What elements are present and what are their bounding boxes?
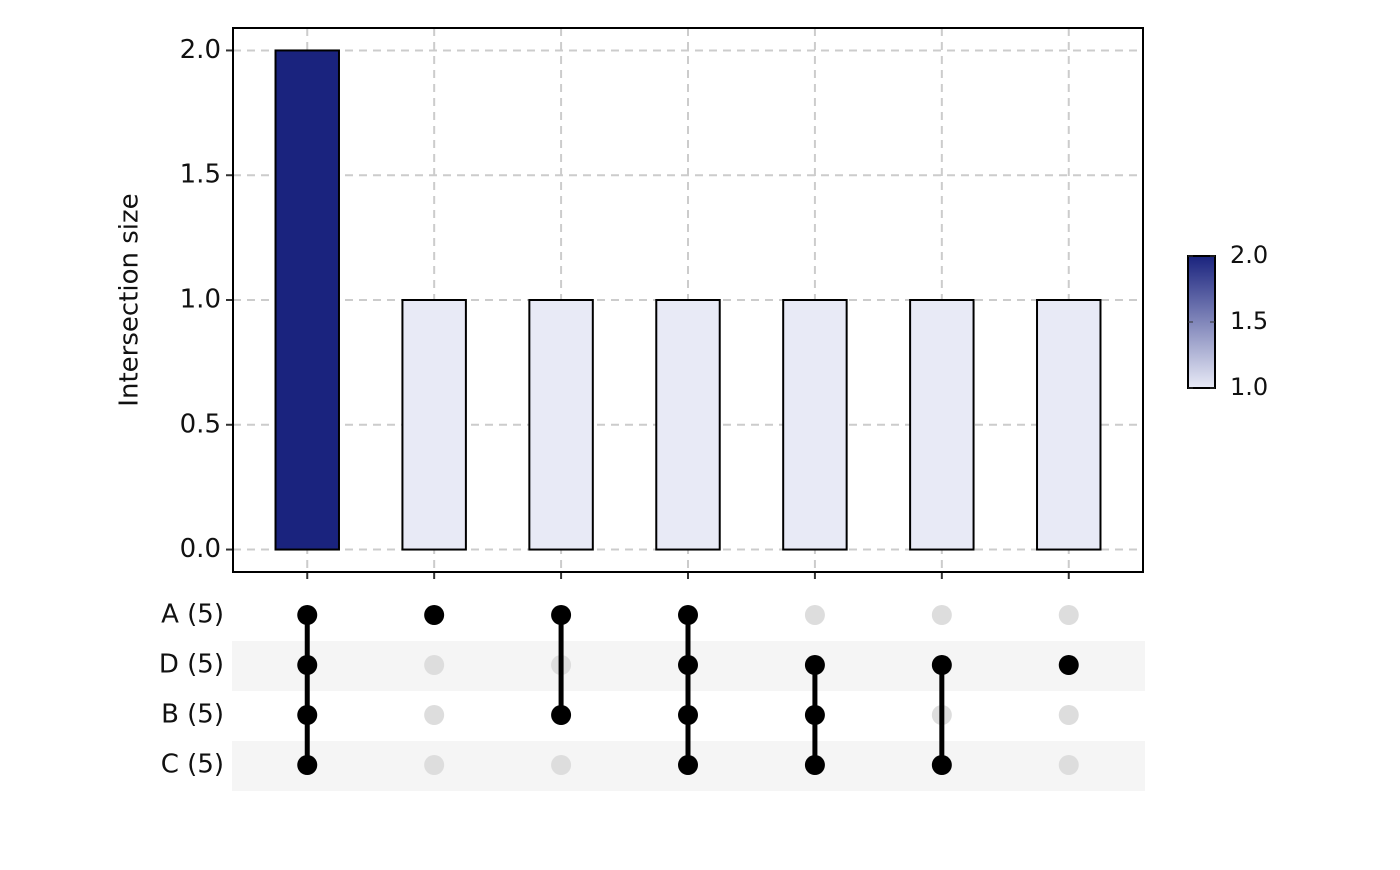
matrix-dot: [931, 755, 952, 775]
colorbar-label: 1.0: [1230, 373, 1268, 401]
bar: [1036, 299, 1102, 551]
matrix-dot: [804, 655, 825, 675]
matrix-dot: [931, 655, 952, 675]
set-label: A (5): [161, 600, 224, 630]
plot-frame: [232, 27, 1144, 573]
y-axis-label: Intersection size: [115, 193, 145, 406]
matrix-dot: [804, 755, 825, 775]
bar: [655, 299, 721, 551]
y-tick-label: 1.5: [180, 160, 221, 190]
colorbar-label: 1.5: [1230, 307, 1268, 335]
bar: [401, 299, 467, 551]
matrix-dot-empty: [1058, 605, 1079, 625]
matrix-dot-empty: [424, 755, 445, 775]
matrix-dot-empty: [424, 655, 445, 675]
matrix-dot: [424, 605, 445, 625]
matrix-dot-empty: [551, 755, 572, 775]
set-label: B (5): [161, 700, 224, 730]
matrix-dot-empty: [1058, 705, 1079, 725]
matrix-dot: [551, 705, 572, 725]
matrix-dot-empty: [424, 705, 445, 725]
bar: [274, 49, 340, 551]
matrix-dot: [297, 605, 318, 625]
y-tick-label: 1.0: [180, 285, 221, 315]
matrix-dot: [297, 755, 318, 775]
matrix-dot: [804, 705, 825, 725]
matrix-dot: [678, 705, 698, 725]
matrix-dot: [678, 655, 698, 675]
colorbar-label: 2.0: [1230, 241, 1268, 269]
y-tick-label: 0.5: [180, 409, 221, 439]
matrix-dot: [1058, 655, 1079, 675]
matrix-dot-empty: [931, 605, 952, 625]
matrix-dot: [297, 705, 318, 725]
bar: [528, 299, 594, 551]
y-tick-label: 2.0: [180, 35, 221, 65]
matrix-dot: [551, 605, 572, 625]
matrix-dot: [297, 655, 318, 675]
matrix-dot: [678, 755, 698, 775]
set-label: C (5): [161, 750, 224, 780]
y-tick-label: 0.0: [180, 534, 221, 564]
matrix-dot: [678, 605, 698, 625]
bar: [909, 299, 975, 551]
matrix-dot-empty: [804, 605, 825, 625]
bar: [782, 299, 848, 551]
matrix-dot-empty: [1058, 755, 1079, 775]
set-label: D (5): [159, 650, 224, 680]
